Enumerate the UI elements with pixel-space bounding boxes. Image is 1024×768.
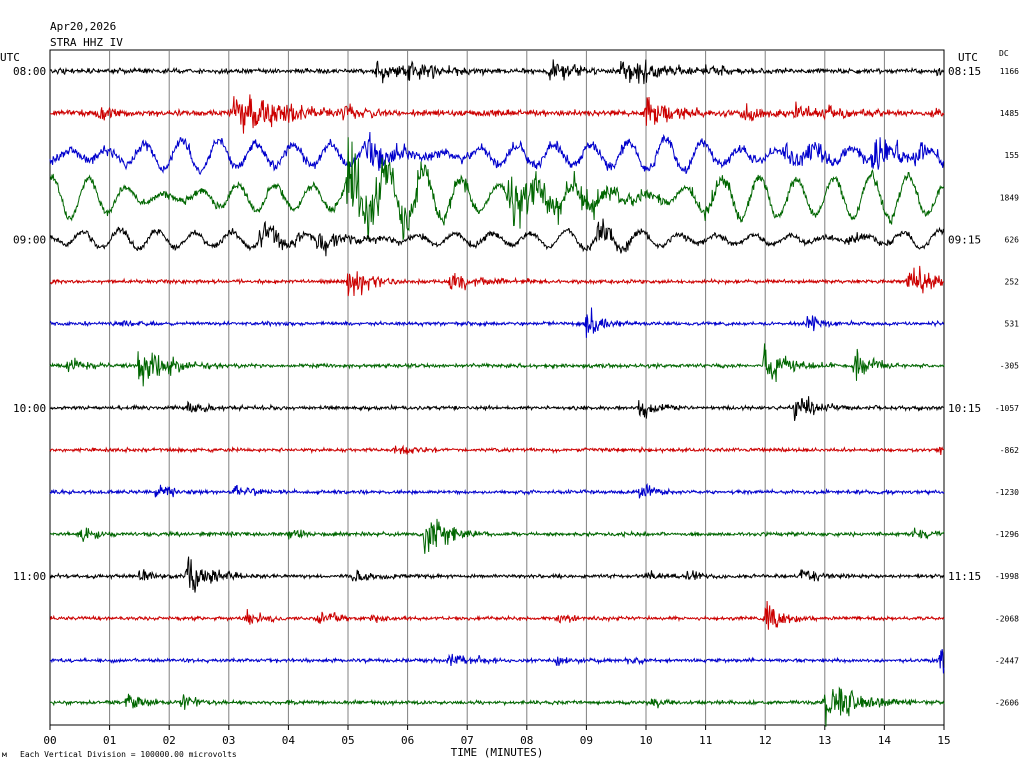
trace-time-left: 09:00 — [13, 233, 46, 246]
trace-layer — [49, 59, 945, 727]
dc-title: DC — [999, 49, 1009, 58]
trace-dc-offset: 1849 — [1000, 193, 1019, 202]
chart-title: STRA HHZ IV — [50, 36, 123, 49]
seismic-trace — [49, 396, 945, 421]
x-tick-label: 12 — [759, 734, 772, 747]
trace-dc-offset: -2606 — [995, 699, 1019, 708]
left-axis-title: UTC — [0, 51, 20, 64]
trace-time-left: 08:00 — [13, 65, 46, 78]
footnote-mark: м — [2, 750, 7, 759]
x-tick-label: 14 — [878, 734, 892, 747]
x-tick-label: 08 — [520, 734, 533, 747]
seismic-trace — [49, 482, 945, 499]
trace-time-right: 08:15 — [948, 65, 981, 78]
trace-time-left: 11:00 — [13, 570, 46, 583]
x-axis-label: TIME (MINUTES) — [451, 746, 544, 759]
seismic-trace — [49, 218, 945, 257]
x-tick-label: 11 — [699, 734, 712, 747]
seismic-trace — [49, 343, 945, 387]
right-axis-title: UTC — [958, 51, 978, 64]
trace-dc-offset: 155 — [1005, 151, 1020, 160]
x-tick-label: 01 — [103, 734, 116, 747]
trace-dc-offset: -305 — [1000, 362, 1019, 371]
x-tick-label: 07 — [461, 734, 474, 747]
x-tick-label: 09 — [580, 734, 593, 747]
trace-dc-offset: -1296 — [995, 530, 1019, 539]
seismic-trace — [49, 137, 945, 240]
chart-date: Apr20,2026 — [50, 20, 116, 33]
seismic-trace — [49, 518, 945, 554]
x-tick-label: 13 — [818, 734, 831, 747]
footnote: Each Vertical Division = 100000.00 micro… — [20, 750, 237, 759]
seismic-trace — [49, 265, 945, 297]
trace-time-left: 10:00 — [13, 402, 46, 415]
label-layer: 08:00 08:15 1166 1485 155 1849 09:00 09:15 626 25… — [13, 65, 1019, 708]
x-tick-label: 10 — [639, 734, 652, 747]
seismic-trace — [49, 131, 945, 176]
x-tick-layer: 00 01 02 03 04 05 06 07 08 09 10 11 12 13 14 15 — [43, 725, 951, 747]
trace-dc-offset: -1230 — [995, 488, 1019, 497]
trace-dc-offset: 1166 — [1000, 67, 1019, 76]
trace-dc-offset: -1998 — [995, 572, 1019, 581]
trace-time-right: 09:15 — [948, 233, 981, 246]
x-tick-label: 03 — [222, 734, 235, 747]
seismic-trace — [49, 649, 945, 674]
x-tick-label: 04 — [282, 734, 296, 747]
trace-dc-offset: -2068 — [995, 614, 1019, 623]
trace-dc-offset: 626 — [1005, 235, 1020, 244]
x-tick-label: 00 — [43, 734, 56, 747]
seismic-trace — [49, 59, 945, 85]
x-tick-label: 05 — [341, 734, 354, 747]
trace-dc-offset: 531 — [1005, 320, 1020, 329]
x-tick-label: 15 — [937, 734, 950, 747]
trace-dc-offset: -2447 — [995, 656, 1019, 665]
seismic-trace — [49, 600, 945, 630]
seismic-trace — [49, 444, 945, 455]
seismic-trace — [49, 307, 945, 338]
trace-dc-offset: 252 — [1005, 278, 1020, 287]
plot-frame — [49, 49, 945, 726]
trace-dc-offset: 1485 — [1000, 109, 1019, 118]
seismic-trace — [49, 556, 945, 593]
trace-time-right: 10:15 — [948, 402, 981, 415]
seismic-trace — [49, 686, 945, 727]
trace-dc-offset: -1057 — [995, 404, 1019, 413]
seismic-trace — [50, 94, 945, 134]
x-tick-label: 06 — [401, 734, 414, 747]
trace-dc-offset: -862 — [1000, 446, 1019, 455]
trace-time-right: 11:15 — [948, 570, 981, 583]
x-tick-label: 02 — [163, 734, 176, 747]
